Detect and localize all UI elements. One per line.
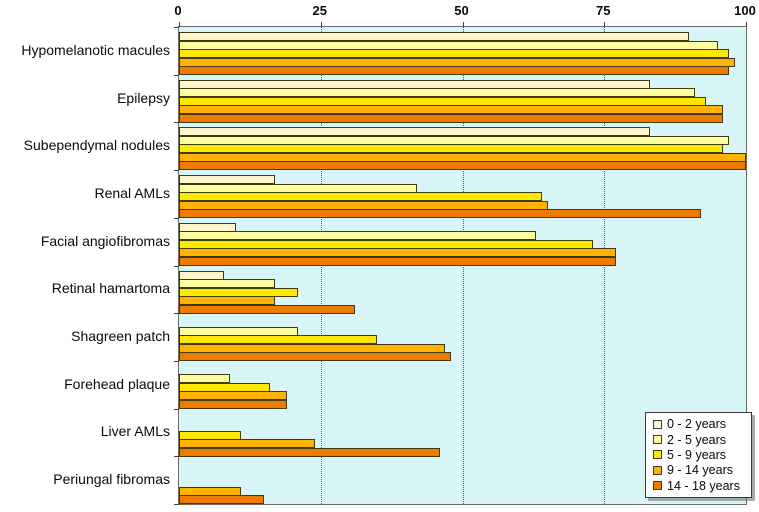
legend-label: 5 - 9 years <box>667 447 727 462</box>
x-tick <box>746 22 747 27</box>
bar-group <box>179 218 746 266</box>
bar <box>179 113 724 123</box>
y-tick <box>174 265 179 267</box>
y-tick <box>174 27 179 28</box>
bar-group <box>179 122 746 171</box>
category-label: Epilepsy <box>117 89 170 106</box>
bar-group <box>179 409 746 457</box>
legend-label: 0 - 2 years <box>667 417 727 432</box>
x-tick <box>604 22 606 27</box>
category-label: Liver AMLs <box>100 423 170 440</box>
bar-group <box>179 361 746 409</box>
x-tick <box>462 22 464 27</box>
bar-group <box>179 266 746 314</box>
legend-swatch-icon <box>653 465 662 475</box>
bar <box>179 256 616 266</box>
bar-group <box>179 75 746 123</box>
x-tick-label: 50 <box>454 3 469 18</box>
y-axis-category-labels: Hypomelanotic macules Epilepsy Subependyma… <box>0 26 170 503</box>
bar <box>179 352 452 362</box>
legend-swatch-icon <box>653 419 662 429</box>
category-label: Shagreen patch <box>71 328 170 345</box>
x-tick-label: 75 <box>596 3 611 18</box>
legend-swatch-icon <box>653 450 662 460</box>
category-label: Retinal hamartoma <box>51 280 170 297</box>
bar <box>179 304 355 314</box>
legend: 0 - 2 years 2 - 5 years 5 - 9 years 9 - 14 … <box>645 412 752 498</box>
legend-label: 14 - 18 years <box>667 478 740 493</box>
y-tick <box>174 170 179 172</box>
y-tick <box>174 408 179 410</box>
legend-label: 9 - 14 years <box>667 463 734 478</box>
y-tick <box>174 360 179 362</box>
x-tick-label: 25 <box>312 3 327 18</box>
bar-group <box>179 27 746 75</box>
x-tick-label: 0 <box>174 3 182 18</box>
category-label: Forehead plaque <box>64 375 170 392</box>
y-tick <box>174 313 179 315</box>
bar <box>179 399 287 409</box>
x-tick <box>320 22 322 27</box>
bar-group <box>179 170 746 219</box>
bar <box>179 209 701 219</box>
legend-swatch-icon <box>653 435 662 445</box>
bar-group <box>179 456 746 505</box>
bar <box>179 66 729 75</box>
x-tick <box>179 22 180 27</box>
category-label: Facial angiofibromas <box>40 232 170 249</box>
y-tick <box>174 504 179 505</box>
category-label: Subependymal nodules <box>23 137 170 154</box>
y-tick <box>174 74 179 76</box>
legend-item: 0 - 2 years <box>653 417 747 431</box>
legend-label: 2 - 5 years <box>667 432 727 447</box>
bar <box>179 495 265 505</box>
y-tick <box>174 122 179 124</box>
legend-item: 9 - 14 years <box>653 463 747 477</box>
bar <box>179 161 746 171</box>
legend-item: 5 - 9 years <box>653 448 747 462</box>
x-tick-label: 100 <box>734 3 756 18</box>
legend-item: 2 - 5 years <box>653 433 747 447</box>
category-label: Periungal fibromas <box>53 471 170 488</box>
category-label: Hypomelanotic macules <box>21 41 170 58</box>
y-tick <box>174 217 179 219</box>
legend-item: 14 - 18 years <box>653 479 747 493</box>
y-tick <box>174 456 179 458</box>
bar <box>179 447 440 457</box>
legend-swatch-icon <box>653 481 662 491</box>
category-label: Renal AMLs <box>94 184 170 201</box>
bar-group <box>179 313 746 362</box>
